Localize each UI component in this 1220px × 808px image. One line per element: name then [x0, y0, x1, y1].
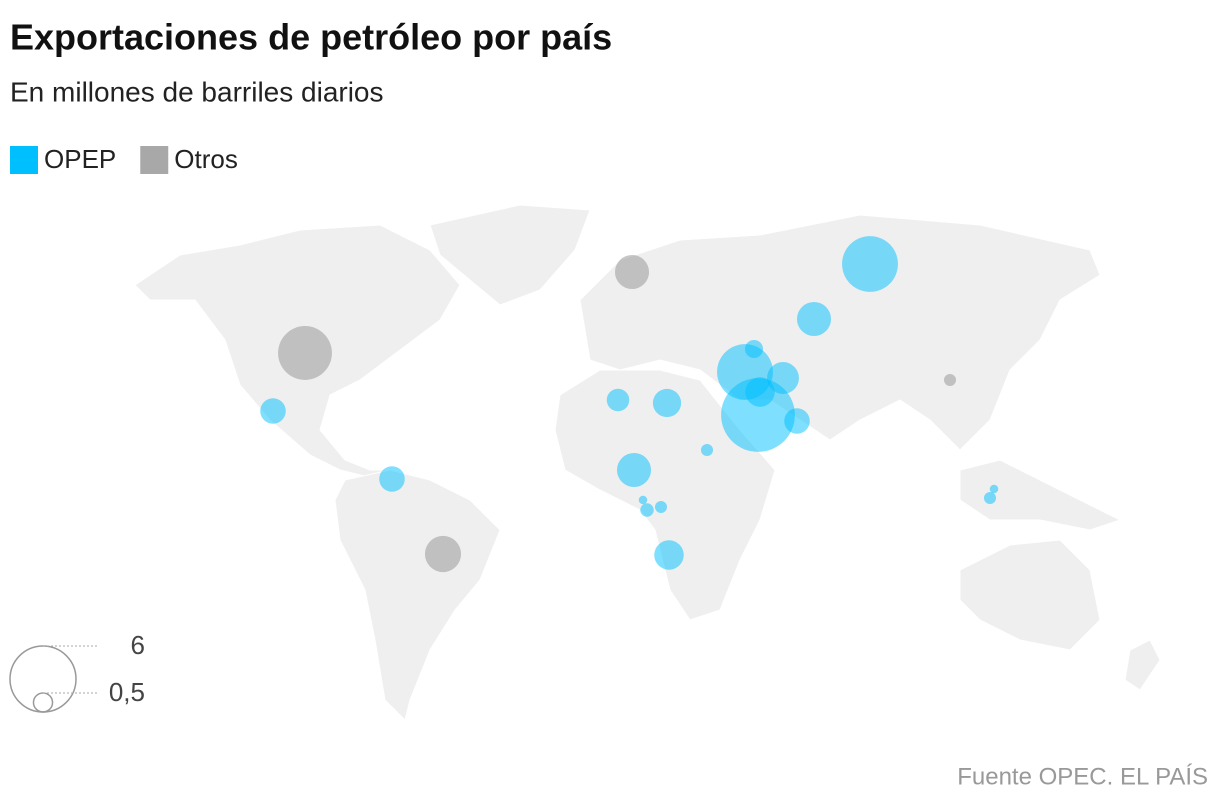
bubble — [983, 491, 997, 505]
bubble — [652, 388, 682, 418]
southeast-asia — [959, 459, 1122, 531]
bubble — [638, 495, 648, 505]
bubble — [842, 236, 898, 292]
bubbles — [260, 236, 999, 573]
bubble — [654, 540, 684, 570]
bubble — [278, 326, 332, 380]
australia — [959, 539, 1101, 651]
bubble — [424, 535, 462, 573]
legend-label: Otros — [174, 144, 238, 174]
eurasia — [579, 214, 1101, 451]
size-legend: 60,5 — [9, 630, 145, 713]
south-america — [334, 469, 501, 721]
legend-label: OPEP — [44, 144, 116, 174]
chart-title: Exportaciones de petróleo por país — [10, 17, 612, 58]
bubble — [943, 373, 957, 387]
size-legend-label: 0,5 — [109, 677, 145, 707]
bubble — [260, 398, 286, 424]
bubble — [744, 339, 764, 359]
africa — [554, 369, 776, 621]
greenland — [429, 204, 591, 306]
bubble — [745, 377, 775, 407]
bubble — [700, 443, 714, 457]
bubble — [767, 362, 799, 394]
legend-swatch — [10, 146, 38, 174]
size-legend-circle — [9, 645, 77, 713]
source: Fuente OPEC. EL PAÍS — [957, 763, 1208, 790]
bubble — [784, 408, 810, 434]
new-zealand — [1124, 639, 1161, 691]
chart-subtitle: En millones de barriles diarios — [10, 76, 384, 107]
bubble — [614, 254, 650, 290]
bubble — [654, 500, 668, 514]
bubble — [616, 452, 652, 488]
size-legend-circle — [32, 692, 54, 713]
bubble — [379, 466, 405, 492]
legend: OPEP Otros — [10, 144, 238, 174]
bubble — [796, 301, 832, 337]
bubble — [606, 388, 630, 412]
bubble — [640, 503, 654, 517]
legend-swatch — [140, 146, 169, 174]
size-legend-label: 6 — [131, 630, 145, 660]
bubble — [989, 484, 999, 494]
